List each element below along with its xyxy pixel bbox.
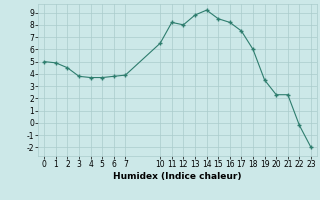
X-axis label: Humidex (Indice chaleur): Humidex (Indice chaleur) [113,172,242,181]
